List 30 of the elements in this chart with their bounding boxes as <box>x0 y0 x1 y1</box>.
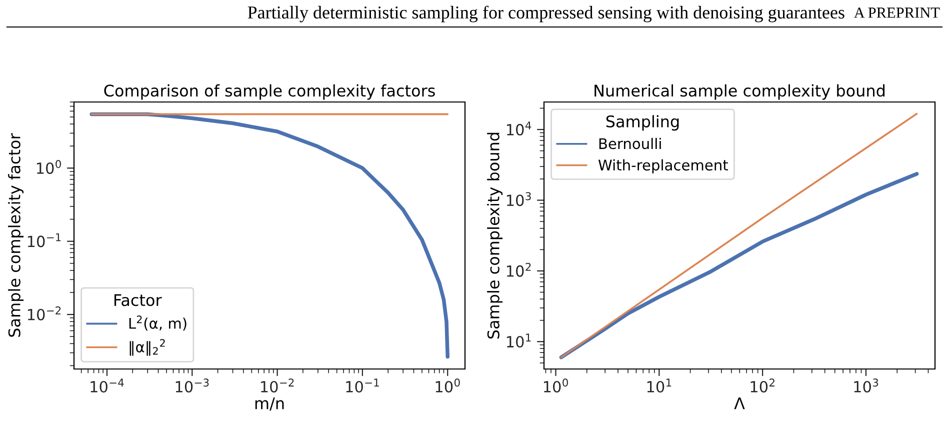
x-tick-label: 10$^{−3}$ <box>176 378 209 393</box>
y-tick-label: 10$^{3}$ <box>506 192 531 206</box>
y-axis-title: Sample complexity bound <box>487 132 503 339</box>
y-tick-label: 10$^{1}$ <box>506 334 531 348</box>
legend-label: With-replacement <box>598 159 728 174</box>
x-tick-label: 10$^{0}$ <box>544 378 568 393</box>
y-tick-label: 10$^{0}$ <box>36 160 61 174</box>
y-tick-label: 10$^{−1}$ <box>28 233 61 248</box>
y-tick-label: 10$^{4}$ <box>506 122 532 136</box>
legend-title: Factor <box>114 294 162 306</box>
y-tick-label: 10$^{2}$ <box>506 262 531 277</box>
x-axis-title: m/n <box>255 397 284 411</box>
x-tick-label: 10$^{2}$ <box>750 378 774 393</box>
legend-label: ‖α‖$_{2}$$^{2}$ <box>130 339 165 356</box>
x-tick-label: 10$^{3}$ <box>854 378 878 393</box>
chart-title: Comparison of sample complexity factors <box>104 84 435 100</box>
legend-title: Sampling <box>606 115 679 131</box>
chart-title: Numerical sample complexity bound <box>594 84 884 100</box>
x-axis-title: Λ <box>734 397 745 410</box>
x-tick-label: 10$^{−2}$ <box>261 378 294 393</box>
text: Partially deterministic sampling for compressed sensing with denoising guarantees <box>248 6 844 22</box>
legend-label: Bernoulli <box>599 138 661 150</box>
x-tick-label: 10$^{−4}$ <box>90 378 124 393</box>
y-axis-title: Sample complexity factor <box>8 133 24 337</box>
y-tick-label: 10$^{−2}$ <box>28 306 61 320</box>
text: A PREPRINT <box>854 8 940 18</box>
x-tick-label: 10$^{1}$ <box>647 378 672 393</box>
x-tick-label: 10$^{−1}$ <box>346 378 379 393</box>
x-tick-label: 10$^{0}$ <box>436 378 460 393</box>
legend-label: L$^{2}$(α, m) <box>129 316 186 331</box>
